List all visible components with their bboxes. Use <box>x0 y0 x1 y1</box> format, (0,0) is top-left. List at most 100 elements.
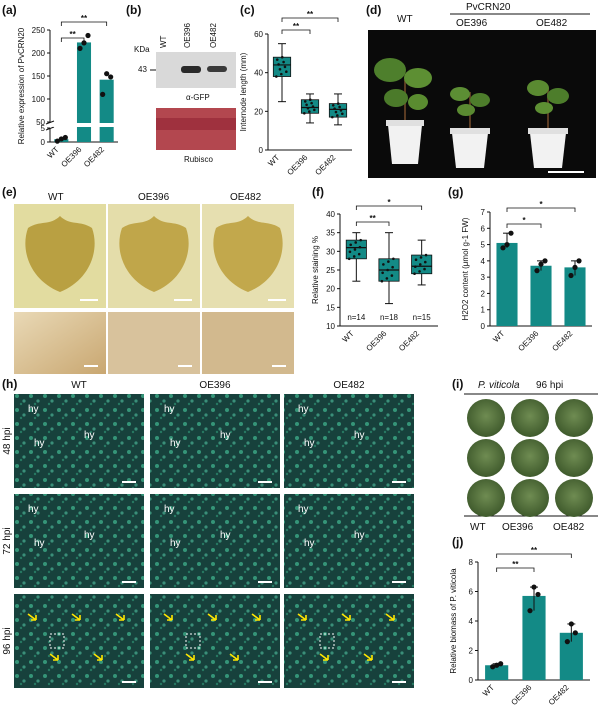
chart-c-dot-OE396-1 <box>308 110 311 113</box>
panel-e-photos: WT OE396 OE482 <box>14 192 294 374</box>
chart-j-point-WT-1 <box>494 662 500 668</box>
chart-a-sig-1-label: ** <box>70 30 77 39</box>
chart-g-bar-OE396 <box>530 265 552 326</box>
chart-j-ytick-2: 2 <box>469 647 474 656</box>
chart-j-xtick-OE396: OE396 <box>509 683 533 706</box>
chart-g-sig-2-line <box>506 207 576 212</box>
panel-h-image-2-1 <box>150 594 280 688</box>
panel-i-disc-0-0 <box>467 399 505 437</box>
chart-c-ytick-60: 60 <box>254 30 263 39</box>
chart-g-point-WT-0 <box>500 245 506 251</box>
chart-a-point-OE482-2 <box>108 74 114 80</box>
chart-c-dot-OE482-8 <box>336 102 340 105</box>
chart-c-ytick-0: 0 <box>259 146 264 155</box>
panel-i-disc-1-1 <box>511 439 549 477</box>
chart-f-dot-OE396-0 <box>380 279 384 283</box>
chart-j-bar-OE482 <box>559 632 583 680</box>
chart-a-ytick-200: 200 <box>32 49 46 58</box>
chart-c-dot-OE396-8 <box>308 98 312 102</box>
chart-j-sig-1-line <box>496 567 535 572</box>
chart-f-n-OE396: n=18 <box>380 313 399 322</box>
chart-c-ylabel: Internode length (mm) <box>239 52 248 131</box>
chart-c-dot-WT-3 <box>278 67 282 71</box>
chart-f-dot-OE396-3 <box>381 271 384 275</box>
chart-c-dot-WT-0 <box>275 75 278 78</box>
chart-j-ytick-8: 8 <box>469 558 474 567</box>
panel-h-col-WT: WT <box>71 380 87 391</box>
chart-j-point-OE396-2 <box>535 591 541 598</box>
chart-j-point-OE482-1 <box>568 621 574 627</box>
chart-j-point-WT-0 <box>490 664 496 670</box>
chart-j: 0 2 4 6 8 Relative biomass of P. viticola WT OE… <box>449 546 590 706</box>
chart-f-n-OE482: n=15 <box>413 313 432 322</box>
chart-a-point-WT-2 <box>62 134 68 141</box>
chart-f-sig-2-label: * <box>387 198 391 207</box>
chart-j-point-OE482-0 <box>564 639 570 645</box>
chart-f-dot-OE482-2 <box>423 267 426 271</box>
panel-h-image-2-0 <box>14 594 144 688</box>
panel-label-i: (i) <box>452 377 463 391</box>
chart-g-sig-2-label: * <box>539 200 543 209</box>
chart-g-ytick-2: 2 <box>481 289 486 298</box>
chart-c-dot-OE482-5 <box>333 107 336 110</box>
panel-h-arrow-2-4 <box>385 613 395 621</box>
panel-i-time: 96 hpi <box>536 380 563 391</box>
blot-lane-OE396: OE396 <box>183 23 192 48</box>
chart-j-sig-1-label: ** <box>512 560 519 569</box>
chart-c-ytick-20: 20 <box>254 107 263 116</box>
chart-j-xtick-OE482: OE482 <box>547 683 571 706</box>
chart-f-xtick-WT: WT <box>341 329 356 344</box>
chart-j-sig-2-label: ** <box>531 546 538 555</box>
chart-a-gap-OE396 <box>75 123 93 127</box>
panel-h-image-1-2 <box>284 494 414 588</box>
chart-c-dot-OE396-2 <box>313 108 316 112</box>
panel-h-tint-1-2 <box>284 494 414 588</box>
chart-g-xtick-WT: WT <box>491 329 506 344</box>
chart-g-bar-WT <box>496 242 518 326</box>
chart-g-ytick-3: 3 <box>481 273 486 282</box>
chart-f-dot-WT-2 <box>357 252 361 256</box>
chart-a-xtick-OE396: OE396 <box>59 145 83 169</box>
chart-g-point-OE482-1 <box>572 264 578 270</box>
chart-f-dot-WT-8 <box>359 238 363 242</box>
chart-g-ytick-5: 5 <box>481 241 486 250</box>
chart-a-bar-OE396 <box>76 42 92 142</box>
panel-h-hy-0-0-1: hy <box>34 438 45 449</box>
panel-h-tint-2-1 <box>150 594 280 688</box>
chart-g-bar-OE482 <box>564 267 586 326</box>
chart-f-dot-OE482-6 <box>414 258 418 262</box>
panel-h-hy-0-2-2: hy <box>354 430 365 441</box>
panel-i-disc-2-1 <box>511 479 549 517</box>
chart-g: 0 1 2 3 4 5 6 7 H2O2 content (μmol g-1 FW) WT OE39… <box>461 200 592 353</box>
panel-i-disc-2-0 <box>467 479 505 517</box>
chart-g-xtick-OE396: OE396 <box>516 329 540 353</box>
blot-gfp-label: α-GFP <box>186 93 210 102</box>
chart-c-dot-OE482-2 <box>341 112 344 116</box>
chart-j-point-WT-2 <box>498 661 504 667</box>
chart-f-ytick-25: 25 <box>326 266 335 275</box>
panel-i-disc-0-1 <box>511 399 549 437</box>
panel-h-tint-0-1 <box>150 394 280 488</box>
panel-h-row-0: 48 hpi <box>2 427 13 454</box>
chart-g-point-WT-2 <box>508 230 514 236</box>
chart-g-point-OE482-2 <box>576 258 582 264</box>
panel-h-hy-1-0-2: hy <box>84 530 95 541</box>
panel-h-arrow-1-2 <box>207 613 217 621</box>
chart-f-dot-WT-6 <box>349 243 353 247</box>
panel-h-arrow-2-1 <box>319 653 329 661</box>
panel-h-image-1-0 <box>14 494 144 588</box>
chart-f-dot-OE482-7 <box>419 256 423 259</box>
chart-f-ytick-30: 30 <box>326 247 335 256</box>
chart-c-dot-OE396-0 <box>303 111 306 115</box>
chart-f-ytick-35: 35 <box>326 229 335 238</box>
chart-a-ylabel: Relative expression of PvCRN20 <box>17 27 26 144</box>
panel-h-hy-1-1-1: hy <box>170 538 181 549</box>
panel-h-hy-1-1-2: hy <box>220 530 231 541</box>
panel-h-arrow-2-2 <box>341 613 351 621</box>
panel-h-col-OE482: OE482 <box>333 380 365 391</box>
chart-a-bar-OE482 <box>99 79 114 142</box>
chart-c-dot-OE482-1 <box>336 114 339 117</box>
panel-i-wt: WT <box>470 522 486 533</box>
panel-e-wt: WT <box>48 192 64 203</box>
chart-a-gap-WT <box>53 123 70 127</box>
